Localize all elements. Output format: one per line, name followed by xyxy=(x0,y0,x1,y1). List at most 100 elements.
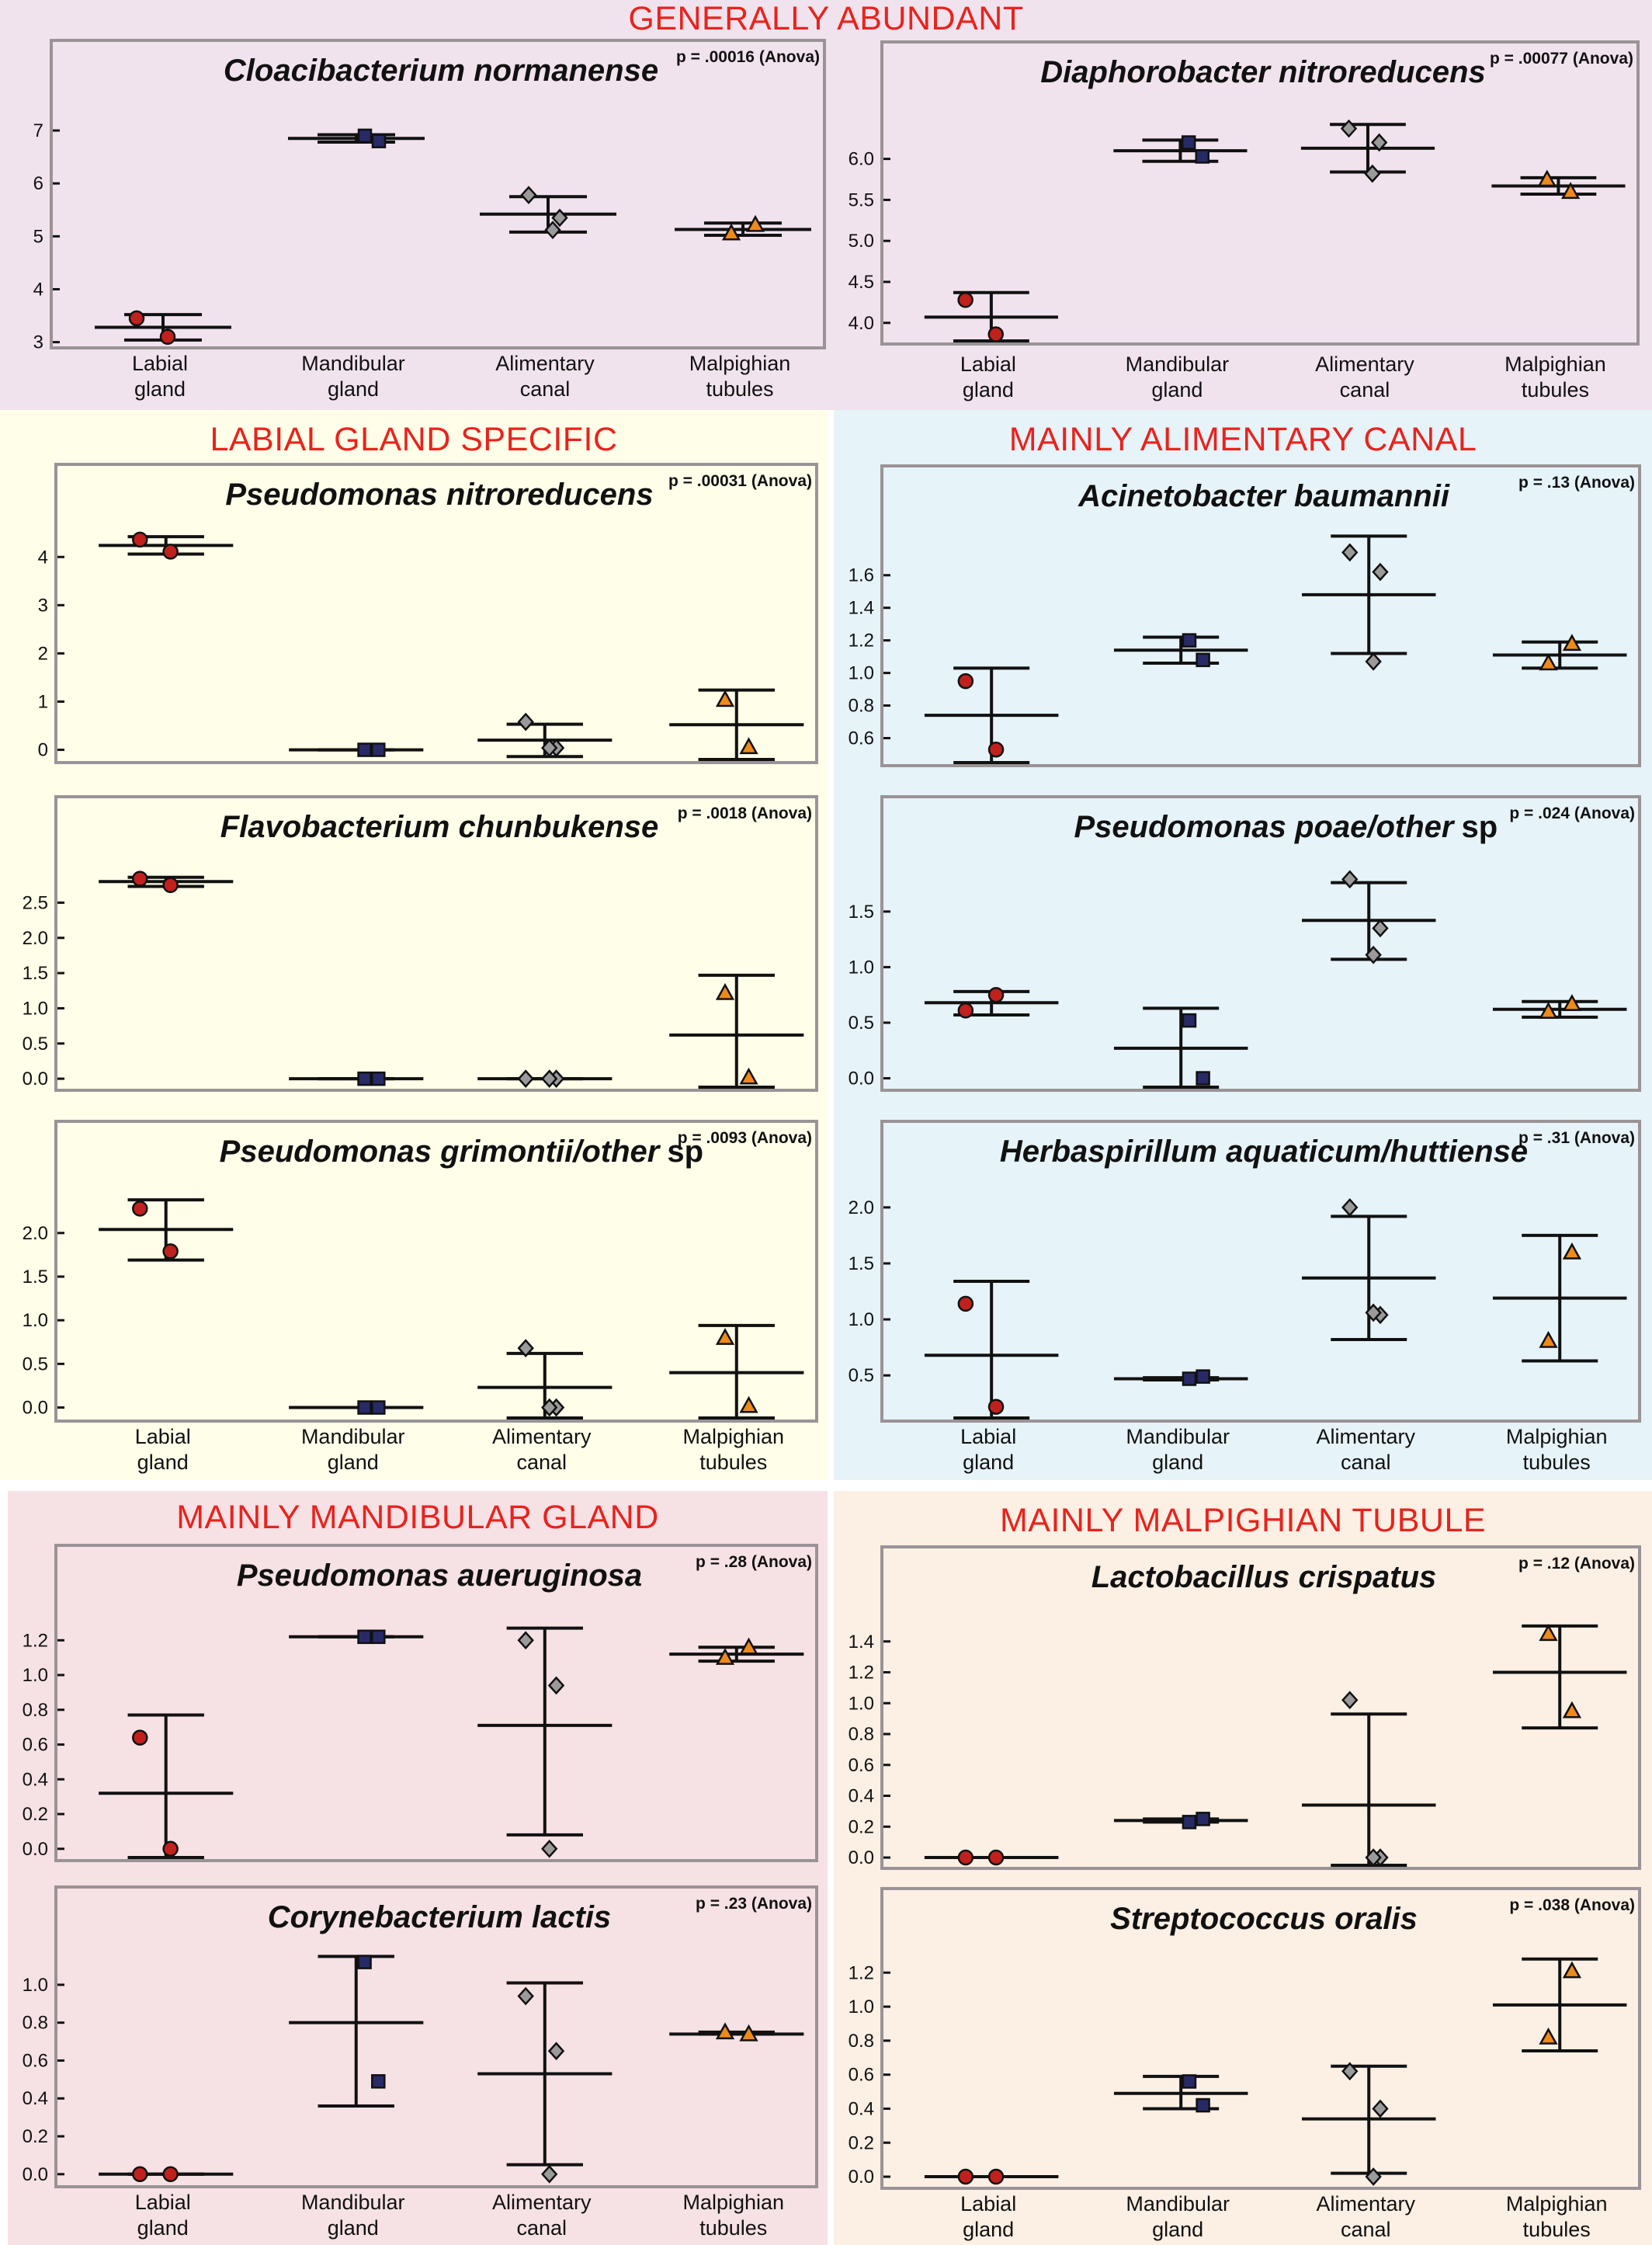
x-tick-label: Mandibular gland xyxy=(268,351,439,402)
data-point-malpighian-tubules xyxy=(721,223,741,241)
y-tick-label: 0.5 xyxy=(849,1013,874,1034)
y-tick-label: 1.5 xyxy=(23,963,48,984)
y-tick-label: 0.0 xyxy=(23,2164,48,2185)
y-tick-label: 0.6 xyxy=(849,2065,874,2086)
data-point-malpighian-tubules xyxy=(1539,1624,1558,1642)
chart-title: Pseudomonas grimontii/other xyxy=(220,1135,661,1169)
data-point-malpighian-tubules xyxy=(1539,1330,1558,1348)
y-tick-label: 5 xyxy=(33,226,43,247)
y-tick-label: 6.0 xyxy=(849,149,874,170)
x-tick-label-line: Malpighian xyxy=(689,352,791,375)
chart-title: Pseudomonas nitroreducens xyxy=(225,478,653,512)
chart-pseudomonas-grimontii: Pseudomonas grimontii/other spp = .0093 (… xyxy=(23,1129,812,1420)
x-axis-labels: Labial gland Mandibular gland Alimentary cana… xyxy=(880,2190,1641,2244)
y-tick-label: 0 xyxy=(38,740,48,761)
x-tick-label-line: Mandibular xyxy=(300,1425,405,1448)
chart-title-suffix: sp xyxy=(1461,810,1498,844)
y-tick-label: 0.6 xyxy=(849,1755,874,1776)
y-tick-label: 1 xyxy=(38,692,48,713)
x-tick-label-line: gland xyxy=(1151,378,1203,401)
data-point-labial-gland xyxy=(132,1729,148,1746)
data-point-mandibular-gland xyxy=(1182,1815,1197,1830)
x-tick-label-line: canal xyxy=(1340,1451,1391,1474)
y-tick-label: 0.5 xyxy=(23,1034,48,1055)
data-point-mandibular-gland xyxy=(1196,1369,1210,1384)
x-tick-label: Labial gland xyxy=(78,1424,248,1475)
data-point-labial-gland xyxy=(162,1243,179,1260)
y-tick-label: 0.2 xyxy=(23,2126,48,2147)
data-point-alimentary-canal xyxy=(517,1631,534,1650)
x-tick-label-line: canal xyxy=(1339,378,1390,401)
data-point-mandibular-gland xyxy=(357,742,372,757)
y-tick-label: 1.0 xyxy=(23,1665,48,1686)
data-point-alimentary-canal xyxy=(1372,562,1389,582)
x-axis-labels: Labial gland Mandibular gland Alimentary cana… xyxy=(54,1423,818,1479)
data-point-alimentary-canal xyxy=(541,1069,558,1088)
y-tick-label: 1.2 xyxy=(849,1962,874,1983)
data-point-malpighian-tubules xyxy=(1539,1002,1558,1019)
x-tick-label-line: Malpighian xyxy=(1505,1425,1608,1448)
x-tick-label-line: canal xyxy=(516,1451,567,1474)
y-tick-label: 3 xyxy=(38,595,48,616)
chart-panel-pseudomonas-poae: Pseudomonas poae/other sp p = .024 (Anova)… xyxy=(849,795,1641,1092)
x-tick-label-line: gland xyxy=(1152,2218,1204,2241)
data-point-malpighian-tubules xyxy=(739,1067,758,1085)
x-tick-label-line: Malpighian xyxy=(1505,2192,1608,2215)
x-tick-label: Malpighian tubules xyxy=(648,1424,819,1475)
p-value-label: p = .28 (Anova) xyxy=(696,1553,812,1571)
x-tick-label-line: Mandibular xyxy=(301,352,405,375)
data-point-malpighian-tubules xyxy=(1539,2027,1558,2045)
y-tick-label: 1.5 xyxy=(849,1253,874,1274)
data-point-malpighian-tubules xyxy=(1560,182,1581,200)
y-tick-label: 1.0 xyxy=(849,1997,874,2017)
data-point-mandibular-gland xyxy=(371,1071,386,1086)
data-point-alimentary-canal xyxy=(517,1986,534,2006)
data-point-malpighian-tubules xyxy=(739,2024,758,2042)
data-point-alimentary-canal xyxy=(1364,164,1381,183)
x-tick-label-line: tubules xyxy=(699,1451,768,1474)
x-axis-labels: Labial gland Mandibular gland Alimentary cana… xyxy=(880,350,1640,406)
data-point-mandibular-gland xyxy=(1195,149,1210,164)
x-tick-label-line: gland xyxy=(963,1451,1015,1474)
y-tick-label: 1.5 xyxy=(23,1267,48,1288)
chart-panel-cloacibacterium: Cloacibacterium normanense p = .00016 (An… xyxy=(33,39,826,353)
y-tick-label: 0.4 xyxy=(23,1769,48,1790)
x-tick-label: Labial gland xyxy=(78,2190,248,2241)
y-tick-label: 0.2 xyxy=(849,1816,874,1837)
x-tick-label-line: gland xyxy=(327,2216,379,2240)
data-point-malpighian-tubules xyxy=(739,737,758,755)
data-point-mandibular-gland xyxy=(357,1629,372,1645)
data-point-labial-gland xyxy=(987,326,1004,342)
p-value-label: p = .31 (Anova) xyxy=(1518,1129,1635,1147)
chart-pseudomonas-nitroreducens: Pseudomonas nitroreducens p = .00031 (Ano… xyxy=(38,472,812,761)
x-tick-label: Labial gland xyxy=(75,351,245,402)
y-tick-label: 1.0 xyxy=(849,663,874,684)
p-value-label: p = .13 (Anova) xyxy=(1518,474,1635,492)
x-tick-label: Alimentary canal xyxy=(1280,2191,1451,2243)
data-point-labial-gland xyxy=(957,1002,974,1019)
chart-title: Diaphorobacter nitroreducens xyxy=(1040,55,1485,89)
y-tick-label: 0.0 xyxy=(23,1839,48,1860)
data-point-labial-gland xyxy=(987,1849,1005,1866)
p-value-label: p = .23 (Anova) xyxy=(696,1895,812,1913)
x-tick-label-line: Mandibular xyxy=(1125,353,1230,376)
p-value-label: p = .0093 (Anova) xyxy=(678,1129,812,1147)
data-point-alimentary-canal xyxy=(1372,919,1389,938)
chart-title: Pseudomonas aueruginosa xyxy=(237,1559,642,1593)
y-tick-label: 0.6 xyxy=(849,728,874,749)
y-tick-label: 0.8 xyxy=(849,1724,874,1745)
x-tick-label-line: tubules xyxy=(1522,1451,1591,1474)
p-value-label: p = .00031 (Anova) xyxy=(668,472,812,490)
data-point-mandibular-gland xyxy=(371,1629,386,1645)
chart-panel-acinetobacter: Acinetobacter baumannii p = .13 (Anova) 0.… xyxy=(849,464,1641,767)
data-point-alimentary-canal xyxy=(1341,1691,1359,1710)
x-tick-label-line: tubules xyxy=(1522,2218,1591,2241)
data-point-labial-gland xyxy=(957,1849,974,1866)
data-point-labial-gland xyxy=(128,310,145,327)
data-point-mandibular-gland xyxy=(1196,1812,1210,1826)
section-title: LABIAL GLAND SPECIFIC xyxy=(210,421,618,458)
data-point-alimentary-canal xyxy=(1365,1848,1382,1867)
x-axis-labels: Labial gland Mandibular gland Alimentary cana… xyxy=(880,1423,1641,1479)
x-tick-label-line: gland xyxy=(962,378,1014,401)
chart-title: Corynebacterium lactis xyxy=(268,1900,611,1934)
